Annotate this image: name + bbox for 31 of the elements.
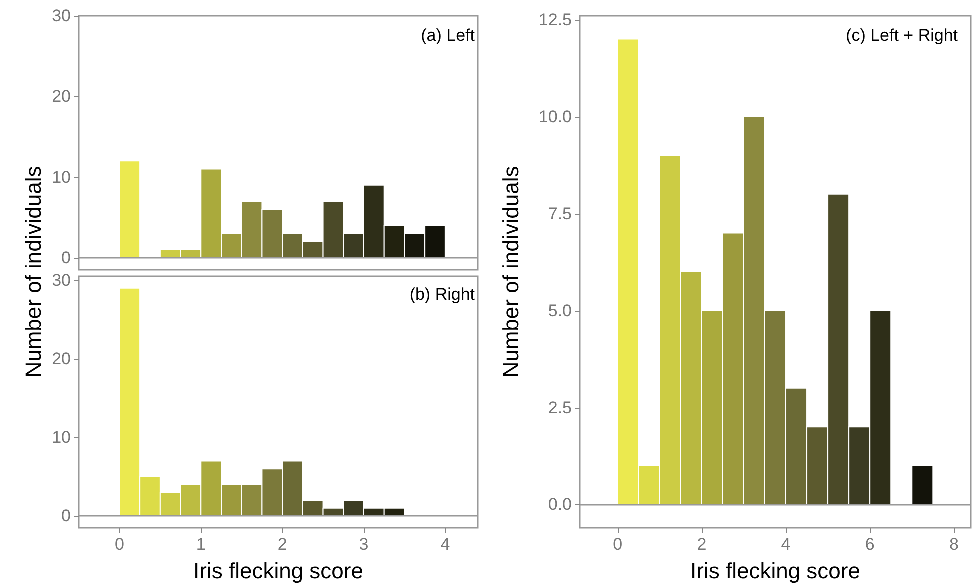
y-axis-title: Number of individuals: [21, 166, 47, 378]
y-tick-label: 30: [52, 270, 71, 290]
x-tick-label: 4: [781, 535, 791, 554]
y-tick-label: 10.0: [538, 107, 572, 126]
y-tick-label: 20: [52, 87, 71, 106]
y-tick-label: 10: [52, 428, 71, 448]
y-tick-label: 2.5: [548, 398, 572, 418]
y-tick-label: 5.0: [548, 301, 572, 320]
x-tick-label: 6: [865, 535, 875, 554]
x-axis-title: Iris flecking score: [690, 558, 860, 584]
y-axis-title: Number of individuals: [498, 166, 524, 378]
x-tick-label: 4: [440, 535, 450, 554]
y-tick-label: 0.0: [548, 495, 572, 514]
y-tick-label: 20: [52, 350, 71, 369]
x-tick-label: 2: [697, 535, 707, 554]
x-tick-label: 0: [613, 535, 623, 554]
y-tick-label: 30: [52, 6, 71, 26]
x-tick-label: 3: [359, 535, 369, 554]
x-tick-label: 2: [278, 535, 288, 554]
y-tick-label: 12.5: [538, 10, 572, 30]
y-tick-label: 10: [52, 168, 71, 187]
text: (b) Right: [410, 285, 476, 304]
y-tick-label: 0: [62, 506, 71, 526]
x-axis-title: Iris flecking score: [194, 558, 364, 584]
text: (c) Left + Right: [846, 26, 958, 45]
text: (a) Left: [421, 26, 476, 45]
x-tick-label: 0: [114, 535, 124, 554]
x-tick-label: 8: [949, 535, 959, 554]
x-tick-label: 1: [196, 535, 206, 554]
y-tick-label: 0: [62, 248, 71, 268]
y-tick-label: 7.5: [548, 204, 572, 224]
